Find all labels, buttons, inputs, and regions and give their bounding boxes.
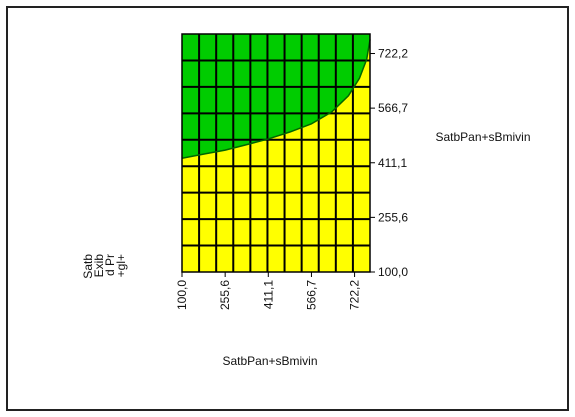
z-axis-label-line: +gl+ — [114, 254, 128, 277]
y-tick-label: 566,7 — [378, 101, 408, 115]
x-tick-label: 411,1 — [261, 280, 275, 309]
z-axis-label-line: Satb — [81, 254, 95, 279]
y-tick-label: 255,6 — [378, 210, 408, 224]
x-axis-label: SatbPan+sBmivin — [222, 354, 317, 368]
y-tick-label: 722,2 — [378, 47, 408, 61]
y-tick-label: 100,0 — [378, 265, 408, 279]
z-axis-label-line: Exib — [92, 254, 106, 278]
y-tick-labels: 100,0 255,6 411,1 566,7 722,2 — [370, 47, 408, 279]
y-axis-label: SatbPan+sBmivin — [435, 130, 530, 144]
plot-area — [181, 33, 371, 273]
x-tick-label: 722,2 — [348, 280, 362, 310]
y-tick-label: 411,1 — [378, 156, 407, 170]
chart: 100,0 255,6 411,1 566,7 722,2 100,0 255,6 411,… — [81, 33, 531, 368]
x-tick-label: 255,6 — [218, 280, 232, 310]
x-tick-label: 100,0 — [175, 280, 189, 310]
x-tick-label: 566,7 — [304, 280, 318, 310]
boundary-curve — [181, 39, 371, 159]
z-axis-label-line: d Pr — [103, 254, 117, 276]
chart-frame: 100,0 255,6 411,1 566,7 722,2 100,0 255,6 411,… — [6, 6, 569, 411]
x-tick-labels: 100,0 255,6 411,1 566,7 722,2 — [175, 272, 362, 310]
plot-border — [181, 33, 371, 273]
region-lower — [182, 39, 370, 273]
